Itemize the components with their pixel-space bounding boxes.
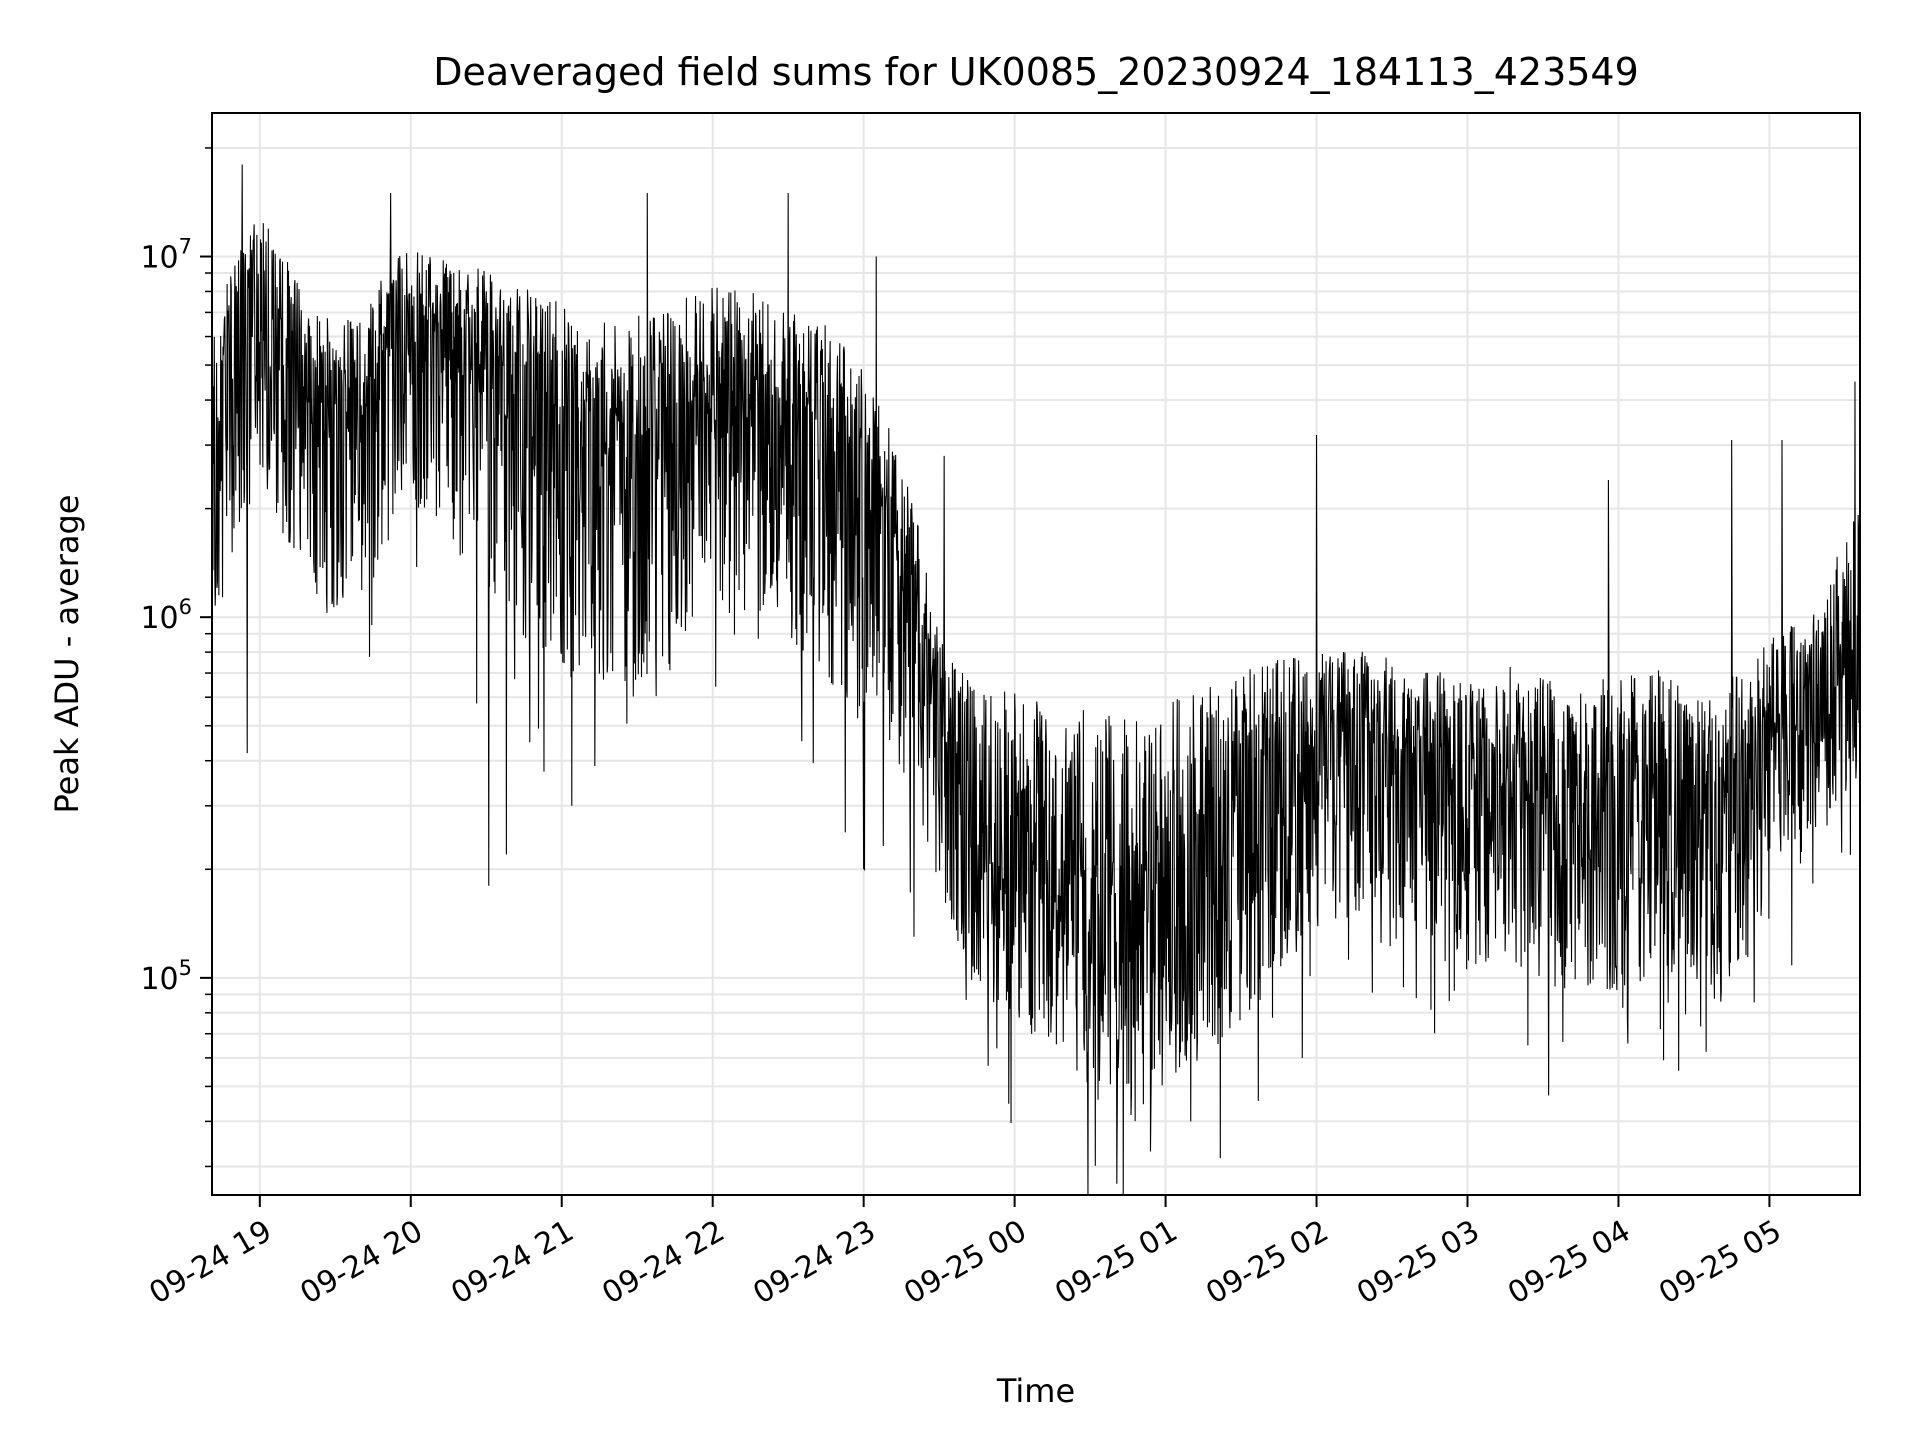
y-tick-label: 107 bbox=[140, 235, 192, 276]
series-line bbox=[212, 164, 1860, 1195]
y-axis-label: Peak ADU - average bbox=[48, 495, 86, 814]
y-tick-exponent: 5 bbox=[179, 956, 192, 980]
y-tick-exponent: 6 bbox=[179, 595, 192, 619]
y-tick-base: 10 bbox=[140, 962, 178, 997]
plot-frame bbox=[211, 112, 1861, 1196]
y-tick-exponent: 7 bbox=[179, 235, 192, 259]
y-tick-label: 106 bbox=[140, 595, 192, 636]
y-tick-base: 10 bbox=[140, 241, 178, 276]
chart-title: Deaveraged field sums for UK0085_2023092… bbox=[433, 50, 1639, 94]
y-tick-label: 105 bbox=[140, 956, 192, 997]
x-axis-label: Time bbox=[996, 1372, 1075, 1410]
y-tick-base: 10 bbox=[140, 601, 178, 636]
data-series bbox=[212, 164, 1860, 1195]
